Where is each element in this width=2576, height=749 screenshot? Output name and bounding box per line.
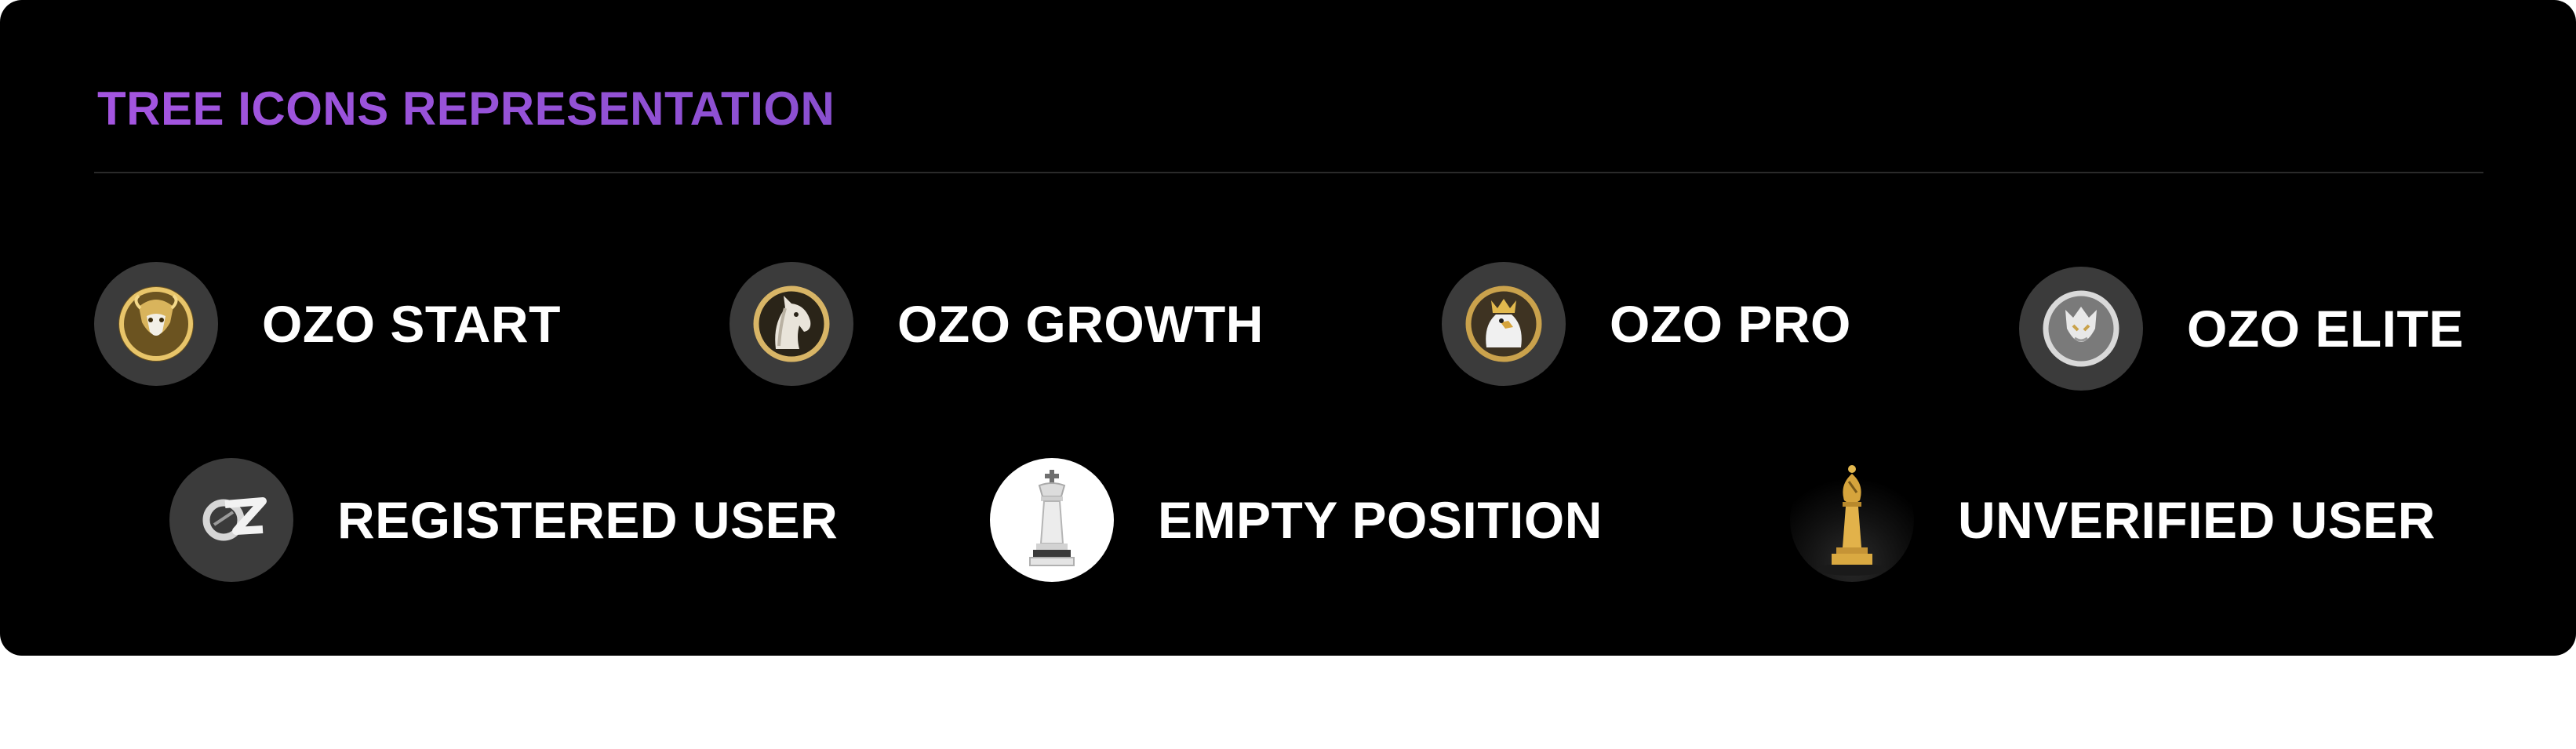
legend-label-empty-position: EMPTY POSITION [1158, 491, 1603, 549]
legend-item-ozo-start: OZO START [94, 262, 561, 386]
divider [94, 172, 2483, 173]
ozo-logo-icon [169, 458, 293, 582]
eagle-medallion-icon [1442, 262, 1566, 386]
gold-bishop-chess-icon [1790, 458, 1914, 582]
legend-label-ozo-growth: OZO GROWTH [897, 295, 1264, 353]
legend-label-ozo-elite: OZO ELITE [2187, 300, 2464, 358]
section-title: TREE ICONS REPRESENTATION [97, 82, 835, 135]
dragon-medallion-icon [2019, 267, 2143, 391]
horse-medallion-icon [730, 262, 853, 386]
legend-item-unverified-user: UNVERIFIED USER [1790, 458, 2436, 582]
legend-item-empty-position: EMPTY POSITION [990, 458, 1603, 582]
white-king-chess-icon [990, 458, 1114, 582]
legend-item-ozo-growth: OZO GROWTH [730, 262, 1264, 386]
legend-item-ozo-elite: OZO ELITE [2019, 267, 2464, 391]
legend-label-unverified-user: UNVERIFIED USER [1958, 491, 2436, 549]
legend-item-registered-user: REGISTERED USER [169, 458, 838, 582]
legend-label-ozo-start: OZO START [262, 295, 561, 353]
legend-panel: TREE ICONS REPRESENTATION OZO START [0, 0, 2576, 656]
legend-item-ozo-pro: OZO PRO [1442, 262, 1851, 386]
legend-label-registered-user: REGISTERED USER [337, 491, 839, 549]
lion-medallion-icon [94, 262, 218, 386]
legend-label-ozo-pro: OZO PRO [1610, 295, 1851, 353]
